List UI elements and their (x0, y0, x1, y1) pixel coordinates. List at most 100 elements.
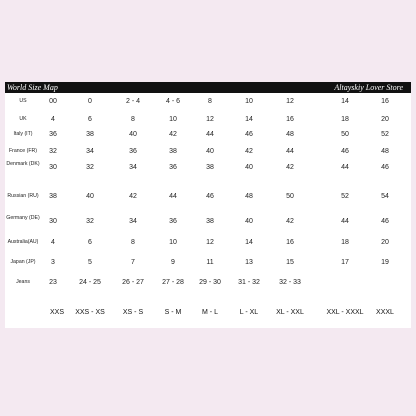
size-value: 34 (129, 218, 137, 225)
size-value: 50 (286, 193, 294, 200)
region-label: Denmark (DK) (6, 161, 40, 167)
size-label: XXS - XS (75, 309, 105, 316)
size-value: 48 (286, 131, 294, 138)
size-value: 14 (245, 239, 253, 246)
region-label: US (19, 98, 27, 104)
size-value: 16 (381, 98, 389, 105)
region-label: Japan (JP) (10, 259, 36, 265)
size-label: XXS (49, 309, 65, 316)
size-value: 40 (245, 164, 253, 171)
size-value: 38 (206, 164, 214, 171)
size-value: 32 (49, 148, 57, 155)
size-value: 36 (49, 131, 57, 138)
size-value: 42 (286, 164, 294, 171)
size-value: 27 - 28 (162, 279, 184, 286)
size-value: 4 (51, 239, 55, 246)
size-label: XXXL (376, 309, 394, 316)
size-value: 38 (86, 131, 94, 138)
size-value: 23 (49, 279, 57, 286)
size-value: 14 (341, 98, 349, 105)
size-value: 54 (381, 193, 389, 200)
size-value: 46 (381, 218, 389, 225)
size-value: 42 (129, 193, 137, 200)
size-value: 40 (245, 218, 253, 225)
size-value: 17 (341, 259, 349, 266)
size-value: 40 (86, 193, 94, 200)
size-value: 18 (341, 116, 349, 123)
size-value: 20 (381, 239, 389, 246)
region-label: UK (19, 116, 27, 122)
size-label: XXL - XXXL (326, 309, 364, 316)
size-value: 46 (341, 148, 349, 155)
size-value: 10 (245, 98, 253, 105)
size-chart-card: World Size Map Altayskiy Lover Store US 0… (5, 82, 411, 328)
size-value: 8 (131, 239, 135, 246)
size-value: 6 (88, 239, 92, 246)
size-value: 12 (206, 116, 214, 123)
size-value: 12 (286, 98, 294, 105)
size-value: 34 (129, 164, 137, 171)
size-value: 9 (171, 259, 175, 266)
size-value: 31 - 32 (238, 279, 260, 286)
size-value: 2 - 4 (125, 98, 141, 105)
region-label: France (FR) (9, 148, 37, 154)
size-value: 40 (206, 148, 214, 155)
size-value: 5 (88, 259, 92, 266)
chart-title: World Size Map (7, 83, 58, 92)
size-label: L - XL (239, 309, 259, 316)
size-value: 00 (49, 98, 57, 105)
size-value: 42 (286, 218, 294, 225)
size-value: 4 (51, 116, 55, 123)
size-value: 18 (341, 239, 349, 246)
size-value: 42 (245, 148, 253, 155)
size-value: 11 (206, 259, 214, 266)
store-name: Altayskiy Lover Store (334, 83, 403, 92)
size-value: 40 (129, 131, 137, 138)
region-label: Italy (IT) (13, 131, 33, 137)
size-value: 46 (206, 193, 214, 200)
size-value: 24 - 25 (79, 279, 101, 286)
size-value: 44 (206, 131, 214, 138)
size-value: 10 (169, 116, 177, 123)
size-label: S - M (164, 309, 182, 316)
size-value: 8 (131, 116, 135, 123)
size-value: 32 (86, 218, 94, 225)
region-label: Germany (DE) (6, 215, 40, 221)
size-value: 12 (206, 239, 214, 246)
size-label: M - L (202, 309, 218, 316)
size-value: 16 (286, 116, 294, 123)
size-value: 48 (245, 193, 253, 200)
region-label: Jeans (16, 279, 30, 285)
region-label: Australia(AU) (7, 239, 39, 245)
size-value: 50 (341, 131, 349, 138)
size-value: 16 (286, 239, 294, 246)
size-value: 32 (86, 164, 94, 171)
size-value: 36 (169, 218, 177, 225)
size-value: 30 (49, 218, 57, 225)
size-value: 6 (88, 116, 92, 123)
size-value: 44 (169, 193, 177, 200)
size-value: 46 (245, 131, 253, 138)
size-label: XL - XXL (276, 309, 304, 316)
size-value: 48 (381, 148, 389, 155)
size-value: 14 (245, 116, 253, 123)
size-value: 36 (169, 164, 177, 171)
size-value: 44 (341, 164, 349, 171)
size-value: 10 (169, 239, 177, 246)
size-value: 52 (381, 131, 389, 138)
size-value: 13 (245, 259, 253, 266)
size-value: 26 - 27 (122, 279, 144, 286)
region-label: Russian (RU) (7, 193, 39, 199)
size-value: 36 (129, 148, 137, 155)
size-label: XS - S (122, 309, 144, 316)
size-value: 38 (169, 148, 177, 155)
size-value: 3 (51, 259, 55, 266)
header-bar: World Size Map Altayskiy Lover Store (5, 82, 411, 93)
size-value: 42 (169, 131, 177, 138)
size-value: 44 (286, 148, 294, 155)
size-value: 20 (381, 116, 389, 123)
size-value: 32 - 33 (279, 279, 301, 286)
size-value: 0 (88, 98, 92, 105)
size-value: 4 - 6 (165, 98, 181, 105)
size-value: 7 (131, 259, 135, 266)
